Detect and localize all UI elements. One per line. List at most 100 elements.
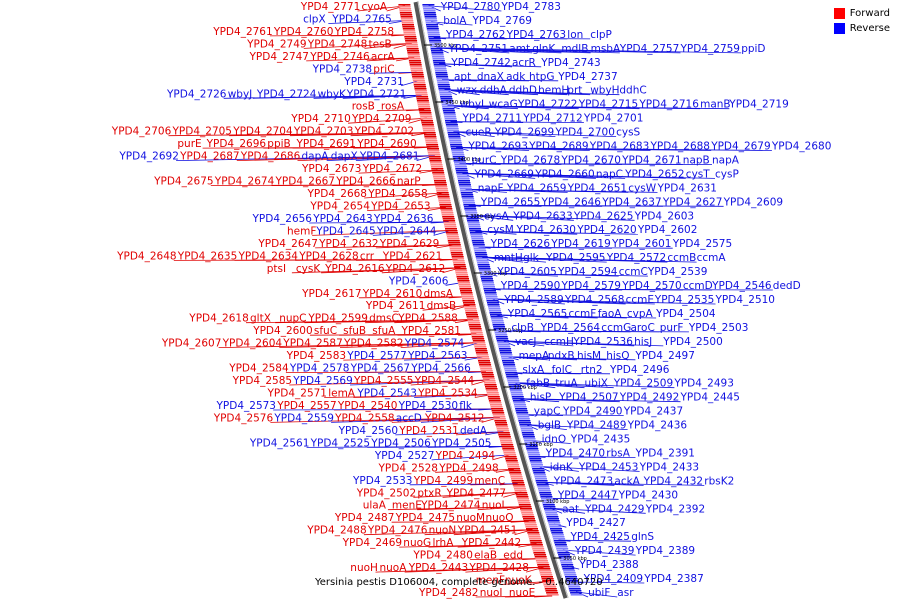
reverse-feature-mark	[543, 506, 556, 508]
reverse-feature-mark	[518, 420, 531, 422]
reverse-feature-mark	[429, 42, 442, 44]
forward-feature-mark	[501, 446, 514, 448]
gene-label: YPD4_2645	[315, 225, 375, 237]
forward-feature-mark	[400, 16, 413, 18]
reverse-feature-mark	[431, 52, 444, 54]
reverse-feature-mark	[515, 408, 528, 410]
forward-feature-mark	[421, 124, 434, 126]
gene-leader-line	[391, 520, 529, 523]
forward-feature-mark	[464, 306, 476, 308]
gene-label: pdxB	[548, 350, 575, 362]
forward-feature-mark	[408, 58, 421, 60]
gene-label: YPD4_2687	[179, 151, 239, 163]
gene-leader-line	[562, 549, 636, 556]
gene-label: YPD4_2771	[300, 1, 360, 13]
reverse-feature-mark	[493, 328, 506, 330]
reverse-feature-mark	[497, 342, 510, 344]
reverse-feature-mark	[524, 440, 537, 442]
gene-label: YPD4_2658	[367, 188, 427, 200]
gene-label: YPD4_2469	[342, 537, 402, 549]
forward-feature-mark	[458, 284, 471, 286]
gene-leader-line	[495, 314, 657, 319]
gene-label: rbsA	[606, 448, 630, 460]
reverse-feature-mark	[552, 536, 565, 538]
forward-feature-mark	[496, 428, 509, 430]
reverse-feature-mark	[459, 186, 472, 188]
gene-label: YPD4_2430	[618, 489, 678, 501]
forward-feature-mark	[410, 66, 423, 68]
reverse-feature-mark	[477, 264, 490, 266]
gene-leader-line	[529, 440, 571, 444]
gene-label: wbyJ	[228, 88, 253, 100]
reverse-feature-mark	[494, 330, 507, 332]
forward-feature-mark	[538, 568, 551, 570]
reverse-feature-mark	[522, 434, 535, 436]
gene-label: YPD4_2502	[356, 487, 416, 499]
gene-label: YPD4_2609	[723, 196, 783, 208]
reverse-feature-mark	[434, 70, 447, 72]
forward-feature-mark	[409, 62, 422, 64]
forward-feature-mark	[505, 458, 518, 460]
gene-label: YPD4_2560	[338, 425, 398, 437]
gene-label: edd	[503, 550, 523, 562]
forward-feature-mark	[509, 472, 522, 474]
forward-feature-mark	[490, 406, 503, 408]
gene-label: YPD4_2494	[435, 450, 496, 462]
gene-label: YPD4_2436	[627, 420, 688, 432]
gene-label: glnS	[631, 531, 654, 543]
reverse-feature-mark	[501, 358, 514, 360]
gene-label: YPD4_2555	[353, 375, 413, 387]
gene-label: cysP	[715, 168, 739, 180]
gene-label: cysT	[686, 168, 710, 180]
forward-feature-mark	[430, 162, 442, 164]
gene-leader-line	[453, 131, 495, 137]
forward-feature-mark	[412, 80, 425, 82]
reverse-feature-mark	[478, 266, 491, 268]
reverse-feature-mark	[497, 344, 510, 346]
gene-label: YPD4_2497	[634, 350, 694, 362]
gene-label: YPD4_2689	[528, 141, 588, 153]
gene-label: aat	[562, 503, 579, 515]
reverse-feature-mark	[427, 32, 440, 34]
forward-feature-mark	[408, 60, 421, 62]
reverse-feature-mark	[449, 142, 462, 144]
gene-label: YPD4_2566	[410, 363, 471, 375]
forward-feature-mark	[421, 120, 433, 122]
forward-feature-mark	[542, 582, 555, 584]
gene-label: YPD4_2620	[576, 224, 636, 236]
gene-label: YPD4_2594	[557, 266, 618, 278]
forward-feature-mark	[498, 436, 511, 438]
reverse-feature-mark	[562, 568, 575, 570]
reverse-feature-mark	[436, 80, 449, 82]
forward-feature-mark	[517, 500, 530, 502]
forward-feature-mark	[519, 506, 532, 508]
gene-leader-line	[399, 543, 537, 548]
gene-label: ccmF	[569, 308, 597, 320]
reverse-feature-mark	[480, 274, 492, 276]
reverse-feature-mark	[462, 200, 475, 202]
reverse-feature-mark	[453, 160, 466, 162]
reverse-feature-mark	[448, 134, 460, 136]
gene-leader-line	[468, 204, 724, 207]
reverse-feature-mark	[428, 38, 441, 40]
gene-label: YPD4_2626	[490, 238, 551, 250]
gene-label: YPD4_2667	[275, 176, 335, 188]
reverse-feature-mark	[443, 114, 456, 116]
forward-feature-mark	[512, 484, 525, 486]
forward-feature-mark	[462, 298, 474, 300]
reverse-feature-mark	[566, 580, 579, 582]
forward-feature-mark	[468, 322, 481, 324]
gene-label: menF	[476, 575, 505, 587]
reverse-feature-mark	[540, 496, 553, 498]
forward-feature-mark	[426, 146, 439, 148]
gene-label: YPD4_2621	[382, 250, 442, 262]
reverse-feature-mark	[551, 532, 564, 534]
gene-leader-line	[492, 454, 511, 461]
reverse-feature-mark	[558, 554, 571, 556]
gene-label: ubiF	[588, 587, 610, 599]
reverse-feature-mark	[569, 590, 582, 592]
gene-label: mepA	[519, 350, 550, 362]
reverse-feature-mark	[510, 390, 523, 392]
gene-label: YPD4_2749	[246, 38, 306, 50]
gene-label: YPD4_2474	[420, 500, 481, 512]
